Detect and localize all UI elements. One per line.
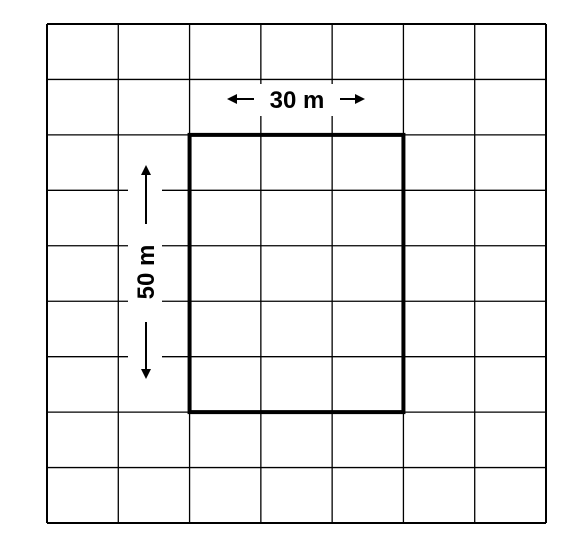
width-arrowhead-left	[227, 94, 237, 104]
width-label: 30 m	[270, 87, 325, 114]
width-dimension: 30 m	[226, 84, 366, 116]
height-arrowhead-bottom	[141, 369, 151, 379]
height-arrowhead-top	[141, 165, 151, 175]
width-arrowhead-right	[355, 94, 365, 104]
height-dimension: 50 m	[128, 160, 162, 385]
height-label: 50 m	[133, 245, 160, 300]
highlighted-area-outline	[187, 132, 406, 415]
